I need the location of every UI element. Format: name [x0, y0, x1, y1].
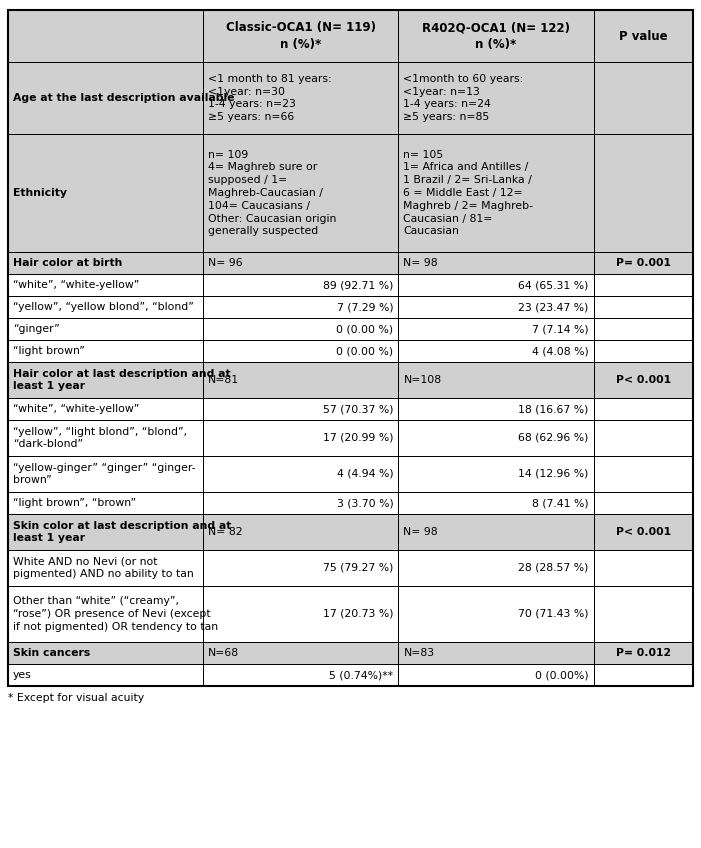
- Text: “ginger”: “ginger”: [13, 324, 60, 334]
- Bar: [203, 362, 398, 398]
- Text: 28 (28.57 %): 28 (28.57 %): [518, 563, 589, 573]
- Text: 4 (4.94 %): 4 (4.94 %): [336, 469, 393, 479]
- Bar: [203, 398, 398, 420]
- Bar: [398, 318, 594, 340]
- Bar: [8, 134, 203, 252]
- Bar: [398, 296, 594, 318]
- Bar: [594, 550, 693, 586]
- Text: 70 (71.43 %): 70 (71.43 %): [518, 609, 589, 619]
- Bar: [398, 492, 594, 514]
- Text: 57 (70.37 %): 57 (70.37 %): [323, 404, 393, 414]
- Text: 0 (0.00%): 0 (0.00%): [535, 670, 589, 680]
- Bar: [203, 252, 398, 274]
- Bar: [203, 586, 398, 642]
- Text: <1 month to 81 years:
<1year: n=30
1-4 years: n=23
≥5 years: n=66: <1 month to 81 years: <1year: n=30 1-4 y…: [208, 74, 332, 122]
- Bar: [8, 642, 203, 664]
- Text: 23 (23.47 %): 23 (23.47 %): [518, 302, 589, 312]
- Bar: [203, 420, 398, 456]
- Bar: [398, 550, 594, 586]
- Text: Other than “white” (“creamy”,
“rose”) OR presence of Nevi (except
if not pigment: Other than “white” (“creamy”, “rose”) OR…: [13, 596, 218, 632]
- Bar: [8, 398, 203, 420]
- Bar: [203, 664, 398, 686]
- Bar: [8, 492, 203, 514]
- Bar: [203, 296, 398, 318]
- Text: P value: P value: [619, 30, 667, 42]
- Text: N= 82: N= 82: [208, 527, 243, 537]
- Bar: [8, 62, 203, 134]
- Bar: [594, 456, 693, 492]
- Text: White AND no Nevi (or not
pigmented) AND no ability to tan: White AND no Nevi (or not pigmented) AND…: [13, 556, 193, 579]
- Bar: [203, 274, 398, 296]
- Bar: [594, 318, 693, 340]
- Text: 89 (92.71 %): 89 (92.71 %): [323, 280, 393, 290]
- Bar: [398, 340, 594, 362]
- Text: Hair color at last description and at
least 1 year: Hair color at last description and at le…: [13, 369, 231, 392]
- Bar: [594, 252, 693, 274]
- Text: 5 (0.74%)**: 5 (0.74%)**: [329, 670, 393, 680]
- Text: Skin cancers: Skin cancers: [13, 648, 90, 658]
- Text: 8 (7.41 %): 8 (7.41 %): [532, 498, 589, 508]
- Bar: [8, 514, 203, 550]
- Text: n= 105
1= Africa and Antilles /
1 Brazil / 2= Sri-Lanka /
6 = Middle East / 12=
: n= 105 1= Africa and Antilles / 1 Brazil…: [404, 149, 533, 237]
- Bar: [594, 420, 693, 456]
- Bar: [203, 134, 398, 252]
- Bar: [8, 550, 203, 586]
- Bar: [398, 362, 594, 398]
- Bar: [203, 514, 398, 550]
- Text: N= 96: N= 96: [208, 258, 243, 268]
- Text: “light brown”: “light brown”: [13, 346, 85, 356]
- Text: P= 0.012: P= 0.012: [615, 648, 671, 658]
- Text: N=68: N=68: [208, 648, 239, 658]
- Text: 17 (20.99 %): 17 (20.99 %): [323, 433, 393, 443]
- Bar: [594, 362, 693, 398]
- Bar: [594, 10, 693, 62]
- Bar: [8, 296, 203, 318]
- Text: yes: yes: [13, 670, 32, 680]
- Text: Skin color at last description and at
least 1 year: Skin color at last description and at le…: [13, 521, 231, 544]
- Text: “white”, “white-yellow”: “white”, “white-yellow”: [13, 404, 139, 414]
- Bar: [8, 586, 203, 642]
- Text: P= 0.001: P= 0.001: [616, 258, 671, 268]
- Text: <1month to 60 years:
<1year: n=13
1-4 years: n=24
≥5 years: n=85: <1month to 60 years: <1year: n=13 1-4 ye…: [404, 74, 524, 122]
- Text: N=108: N=108: [404, 375, 442, 385]
- Bar: [398, 514, 594, 550]
- Text: N=83: N=83: [404, 648, 435, 658]
- Bar: [594, 586, 693, 642]
- Bar: [594, 398, 693, 420]
- Bar: [594, 492, 693, 514]
- Text: 75 (79.27 %): 75 (79.27 %): [323, 563, 393, 573]
- Bar: [594, 514, 693, 550]
- Text: Ethnicity: Ethnicity: [13, 188, 67, 198]
- Text: R402Q-OCA1 (N= 122)
n (%)*: R402Q-OCA1 (N= 122) n (%)*: [422, 21, 570, 51]
- Bar: [8, 664, 203, 686]
- Bar: [8, 10, 693, 686]
- Bar: [8, 362, 203, 398]
- Bar: [203, 642, 398, 664]
- Bar: [203, 10, 398, 62]
- Text: P< 0.001: P< 0.001: [615, 527, 671, 537]
- Bar: [8, 318, 203, 340]
- Bar: [398, 10, 594, 62]
- Bar: [398, 586, 594, 642]
- Text: * Except for visual acuity: * Except for visual acuity: [8, 693, 144, 703]
- Bar: [398, 134, 594, 252]
- Bar: [398, 252, 594, 274]
- Bar: [203, 62, 398, 134]
- Bar: [594, 642, 693, 664]
- Bar: [203, 456, 398, 492]
- Text: “yellow-ginger” “ginger” “ginger-
brown”: “yellow-ginger” “ginger” “ginger- brown”: [13, 463, 196, 485]
- Bar: [594, 296, 693, 318]
- Text: “yellow”, “yellow blond”, “blond”: “yellow”, “yellow blond”, “blond”: [13, 302, 194, 312]
- Bar: [8, 456, 203, 492]
- Text: 3 (3.70 %): 3 (3.70 %): [336, 498, 393, 508]
- Text: 4 (4.08 %): 4 (4.08 %): [532, 346, 589, 356]
- Text: 7 (7.14 %): 7 (7.14 %): [532, 324, 589, 334]
- Bar: [594, 664, 693, 686]
- Text: N=81: N=81: [208, 375, 239, 385]
- Bar: [203, 318, 398, 340]
- Bar: [594, 274, 693, 296]
- Bar: [398, 62, 594, 134]
- Text: Hair color at birth: Hair color at birth: [13, 258, 123, 268]
- Text: N= 98: N= 98: [404, 258, 438, 268]
- Text: “light brown”, “brown”: “light brown”, “brown”: [13, 498, 136, 508]
